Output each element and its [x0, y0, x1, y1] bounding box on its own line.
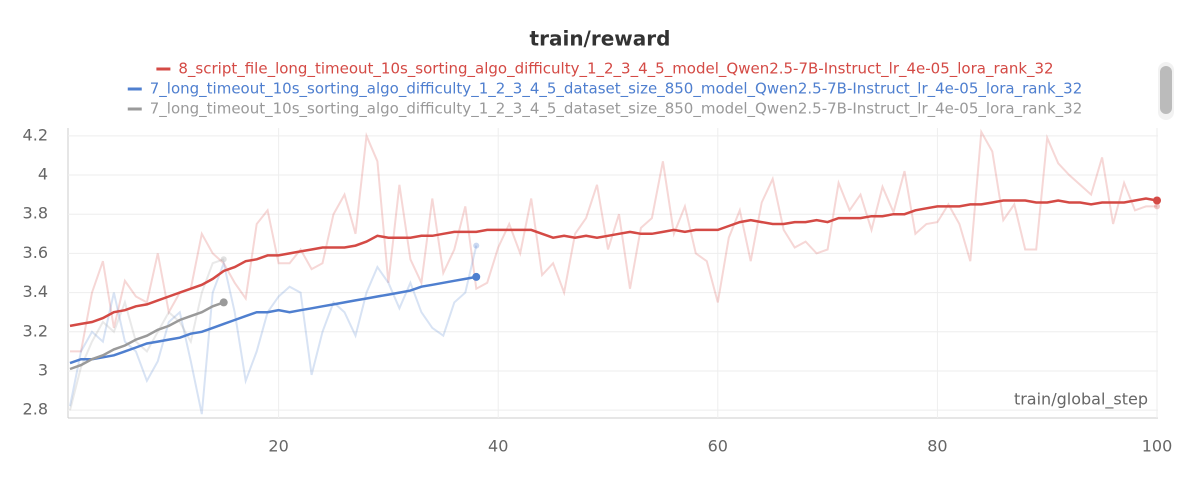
- chart-title: train/reward: [530, 27, 671, 51]
- scrollbar-thumb[interactable]: [1160, 66, 1172, 114]
- grid: [68, 128, 1158, 418]
- raw-line: [69, 245, 478, 415]
- raw-line: [70, 128, 1157, 353]
- x-tick-label: 100: [1142, 437, 1173, 456]
- legend-label: 7_long_timeout_10s_sorting_algo_difficul…: [150, 100, 1083, 119]
- y-tick-label: 3.6: [23, 243, 48, 262]
- y-tick-label: 3.4: [23, 282, 48, 301]
- raw-end-point: [220, 256, 227, 263]
- x-tick-label: 40: [488, 437, 508, 456]
- y-tick-label: 2.8: [23, 400, 48, 419]
- y-tick-label: 4: [38, 165, 48, 184]
- x-tick-label: 20: [268, 437, 288, 456]
- x-axis-label: train/global_step: [1014, 390, 1148, 410]
- end-point: [472, 272, 481, 281]
- raw-line: [69, 258, 225, 411]
- smoothed-line: [69, 301, 225, 371]
- smoothed-line: [69, 275, 477, 365]
- x-tick-label: 60: [708, 437, 728, 456]
- raw-end-point: [1154, 203, 1160, 210]
- y-tick-label: 4.2: [23, 125, 48, 144]
- raw-end-point: [473, 242, 480, 249]
- y-tick-label: 3.2: [23, 321, 48, 340]
- smoothed-line: [69, 197, 1158, 328]
- legend-label: 8_script_file_long_timeout_10s_sorting_a…: [178, 60, 1053, 79]
- end-point: [219, 298, 228, 307]
- y-tick-label: 3.8: [23, 204, 48, 223]
- y-tick-label: 3: [38, 360, 48, 379]
- x-tick-label: 80: [927, 437, 947, 456]
- end-point: [1153, 196, 1161, 205]
- legend-label: 7_long_timeout_10s_sorting_algo_difficul…: [150, 80, 1083, 99]
